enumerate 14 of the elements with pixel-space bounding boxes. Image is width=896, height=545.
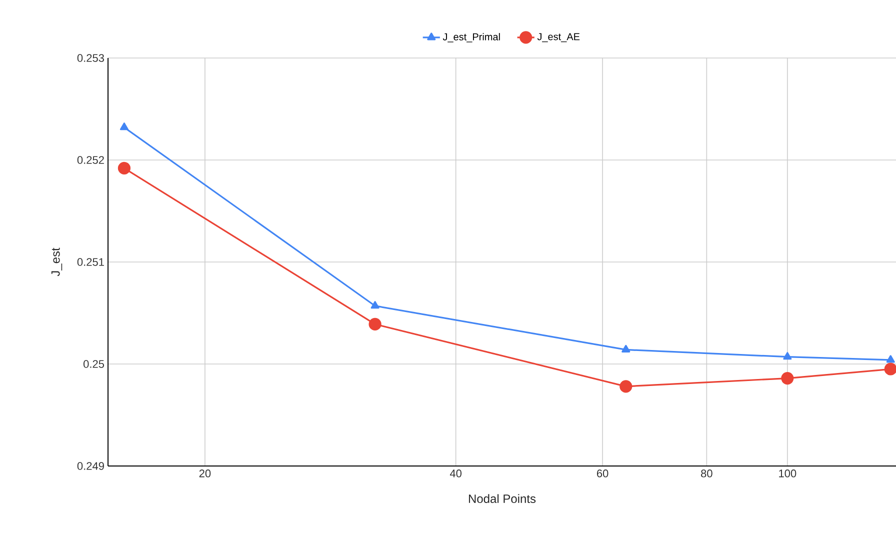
x-tick-label: 20: [199, 470, 211, 478]
x-tick-label: 100: [779, 470, 796, 478]
legend-label: J_est_AE: [537, 33, 580, 42]
y-tick-label: 0.25: [84, 360, 104, 368]
y-tick-label: 0.249: [77, 462, 104, 470]
y-tick-label: 0.253: [77, 54, 104, 62]
y-axis-title: J_est: [51, 248, 62, 276]
x-tick-label: 60: [596, 470, 608, 478]
y-tick-label: 0.252: [77, 156, 104, 164]
x-axis-title: Nodal Points: [468, 494, 536, 503]
x-tick-label: 40: [450, 470, 462, 478]
y-tick-label: 0.251: [77, 258, 104, 266]
x-tick-label: 80: [701, 470, 712, 478]
legend-label: J_est_Primal: [442, 33, 500, 42]
